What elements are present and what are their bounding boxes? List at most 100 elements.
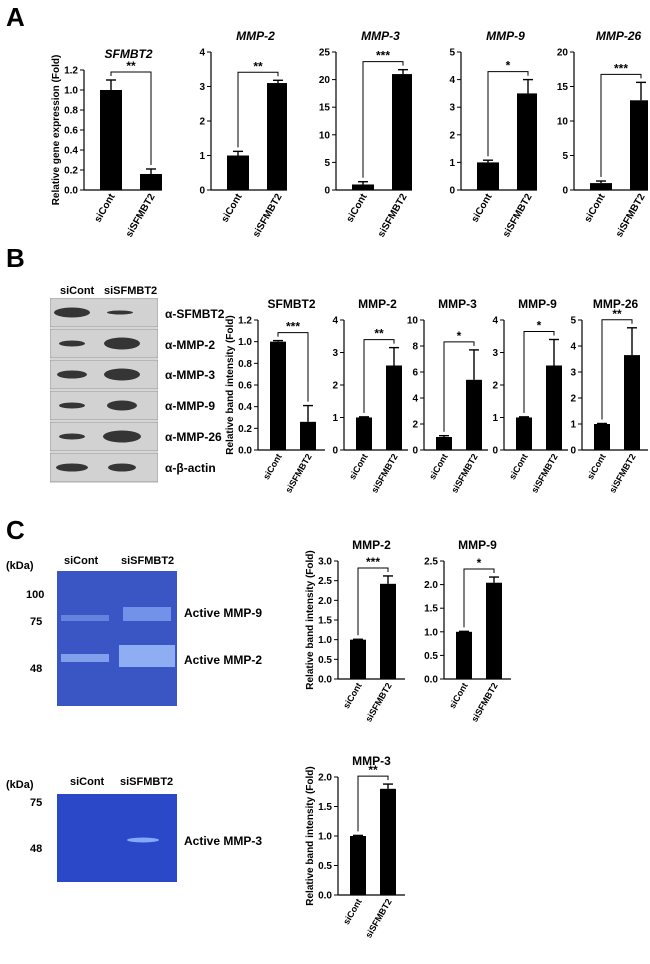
zymo2-lane-sicont: siCont bbox=[70, 776, 105, 788]
gel-background bbox=[57, 571, 177, 706]
category-label: siCont bbox=[583, 191, 608, 224]
y-tick-label: 0.5 bbox=[318, 655, 332, 666]
chart-title: MMP-3 bbox=[438, 297, 477, 311]
blot-band bbox=[57, 370, 87, 379]
bar bbox=[486, 582, 502, 679]
chart-title: SFMBT2 bbox=[105, 47, 153, 61]
y-tick-label: 0.0 bbox=[238, 446, 252, 457]
gel-band bbox=[123, 607, 171, 621]
significance-label: * bbox=[537, 319, 542, 333]
y-tick-label: 3 bbox=[570, 368, 576, 379]
category-label: siCont bbox=[345, 191, 370, 224]
y-tick-label: 5 bbox=[562, 151, 568, 162]
bar bbox=[380, 788, 396, 895]
category-label: siSFMBT2 bbox=[529, 452, 559, 494]
y-tick-label: 0 bbox=[449, 186, 455, 197]
category-label: siSFMBT2 bbox=[469, 681, 499, 724]
y-tick-label: 3.0 bbox=[318, 557, 332, 568]
zymo2-band-active-mmp3: Active MMP-3 bbox=[184, 834, 263, 848]
bar bbox=[630, 100, 648, 190]
zymo1-unit-label: (kDa) bbox=[6, 560, 34, 572]
y-tick-label: 4 bbox=[449, 75, 455, 86]
blot-band bbox=[59, 433, 85, 440]
bar bbox=[466, 379, 482, 450]
zymo1-lane-sisfmbt2: siSFMBT2 bbox=[121, 555, 175, 567]
y-tick-label: 0.0 bbox=[64, 186, 78, 197]
significance-label: * bbox=[477, 556, 482, 570]
y-tick-label: 2.0 bbox=[318, 596, 332, 607]
zymo2-marker-75: 75 bbox=[30, 797, 43, 809]
category-label: siSFMBT2 bbox=[251, 192, 285, 240]
western-blot-image bbox=[49, 297, 159, 486]
y-tick-label: 0 bbox=[570, 446, 576, 457]
category-label: siCont bbox=[447, 681, 470, 710]
zymo1-marker-48: 48 bbox=[30, 663, 43, 675]
y-tick-label: 0 bbox=[412, 446, 418, 457]
significance-bracket bbox=[487, 71, 529, 157]
bar bbox=[392, 74, 412, 190]
blot-band bbox=[107, 310, 133, 315]
y-tick-label: 4 bbox=[492, 316, 498, 327]
y-tick-label: 4 bbox=[332, 316, 338, 327]
significance-bracket bbox=[443, 341, 475, 432]
bar bbox=[517, 93, 537, 190]
blot-band bbox=[104, 337, 140, 350]
y-tick-label: 15 bbox=[319, 103, 331, 114]
zymo1-marker-75: 75 bbox=[30, 616, 43, 628]
significance-bracket bbox=[357, 567, 389, 636]
gel-band bbox=[119, 645, 175, 667]
y-tick-label: 2 bbox=[449, 130, 455, 141]
y-tick-label: 0 bbox=[492, 446, 498, 457]
bar bbox=[624, 355, 640, 450]
y-axis-label: Relative gene expression (Fold) bbox=[51, 55, 62, 206]
significance-label: ** bbox=[374, 327, 384, 341]
bar bbox=[456, 631, 472, 679]
y-tick-label: 0 bbox=[324, 186, 330, 197]
chart-a-mmp9: MMP-9 0 1 2 3 4 5 siCont siSFMBT2 * bbox=[449, 29, 537, 239]
y-tick-label: 3 bbox=[492, 348, 498, 359]
significance-label: *** bbox=[366, 555, 380, 569]
y-tick-label: 3 bbox=[332, 348, 338, 359]
significance-bracket bbox=[363, 339, 395, 413]
y-tick-label: 1.0 bbox=[318, 832, 332, 843]
y-tick-label: 1.0 bbox=[238, 337, 252, 348]
bar bbox=[100, 90, 122, 190]
y-tick-label: 8 bbox=[412, 342, 418, 353]
significance-bracket bbox=[463, 568, 495, 628]
y-tick-label: 0 bbox=[562, 186, 568, 197]
category-label: siSFMBT2 bbox=[283, 452, 313, 494]
y-tick-label: 0.6 bbox=[64, 126, 78, 137]
bar bbox=[267, 83, 287, 190]
y-tick-label: 1 bbox=[332, 413, 338, 424]
wb-antibody-sfmbt2: α-SFMBT2 bbox=[165, 307, 225, 321]
blot-band bbox=[59, 402, 85, 409]
y-tick-label: 1.2 bbox=[238, 316, 252, 327]
bar bbox=[270, 341, 286, 450]
chart-a-mmp3: MMP-3 0 5 10 15 20 25 siCont siSFMBT2 *** bbox=[319, 29, 412, 239]
significance-bracket bbox=[600, 73, 642, 178]
chart-b-mmp2: MMP-2 0 1 2 3 4 siCont siSFMBT2 ** bbox=[332, 297, 408, 494]
y-tick-label: 4 bbox=[412, 394, 418, 405]
bar bbox=[590, 183, 612, 190]
y-tick-label: 1.5 bbox=[318, 616, 332, 627]
y-tick-label: 6 bbox=[412, 368, 418, 379]
y-tick-label: 10 bbox=[407, 316, 419, 327]
y-tick-label: 2 bbox=[199, 117, 205, 128]
chart-title: SFMBT2 bbox=[268, 297, 316, 311]
zymo1-band-active-mmp2: Active MMP-2 bbox=[184, 653, 263, 667]
significance-bracket bbox=[110, 71, 152, 165]
wb-antibody-mmp2: α-MMP-2 bbox=[165, 338, 216, 352]
category-label: siCont bbox=[470, 191, 495, 224]
y-tick-label: 0.8 bbox=[238, 359, 252, 370]
y-tick-label: 20 bbox=[319, 75, 331, 86]
blot-band bbox=[103, 430, 141, 443]
y-tick-label: 0.5 bbox=[424, 651, 438, 662]
y-tick-label: 0.4 bbox=[238, 402, 252, 413]
category-label: siCont bbox=[427, 452, 450, 481]
category-label: siCont bbox=[220, 191, 245, 224]
y-tick-label: 1.5 bbox=[424, 604, 438, 615]
y-tick-label: 4 bbox=[570, 342, 576, 353]
y-tick-label: 0.4 bbox=[64, 146, 78, 157]
chart-title: MMP-2 bbox=[358, 297, 397, 311]
y-tick-label: 5 bbox=[449, 48, 455, 59]
